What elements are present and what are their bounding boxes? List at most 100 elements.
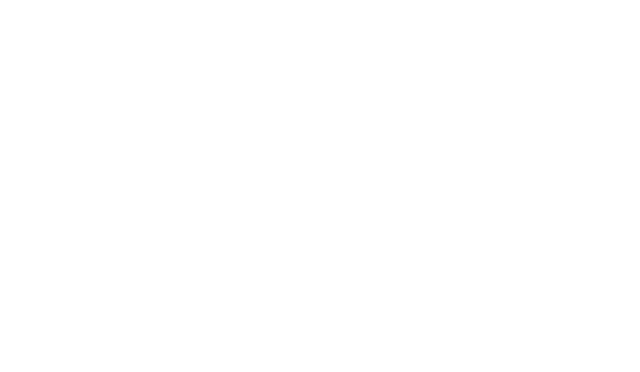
Text: 08566-6122A: 08566-6122A [175, 332, 237, 341]
Circle shape [609, 244, 616, 251]
Text: 84916F: 84916F [200, 257, 234, 266]
Circle shape [152, 303, 160, 311]
Text: 84910M: 84910M [392, 257, 428, 266]
Circle shape [435, 68, 444, 77]
Polygon shape [591, 150, 627, 238]
Polygon shape [196, 262, 278, 347]
Text: 84937: 84937 [278, 260, 307, 269]
Circle shape [594, 155, 600, 161]
Circle shape [248, 124, 257, 133]
Text: 74816F: 74816F [121, 305, 155, 314]
Polygon shape [131, 247, 218, 284]
Circle shape [618, 155, 623, 161]
Circle shape [229, 171, 236, 179]
Text: 84937: 84937 [380, 166, 408, 174]
Circle shape [575, 196, 582, 203]
Text: 84920: 84920 [599, 332, 627, 341]
Circle shape [303, 17, 312, 26]
Text: (1): (1) [557, 23, 570, 32]
Circle shape [515, 21, 524, 30]
Polygon shape [438, 17, 537, 142]
Circle shape [565, 69, 572, 76]
Circle shape [324, 31, 336, 43]
Circle shape [607, 218, 614, 225]
Polygon shape [238, 15, 322, 137]
Circle shape [163, 333, 175, 345]
Text: 84928P: 84928P [119, 257, 153, 266]
Circle shape [610, 65, 617, 73]
Text: S: S [166, 336, 171, 342]
Polygon shape [243, 178, 415, 256]
Circle shape [543, 179, 550, 186]
Circle shape [295, 48, 301, 54]
Text: 84992N: 84992N [589, 171, 624, 180]
Circle shape [250, 19, 259, 28]
Circle shape [438, 164, 445, 172]
Polygon shape [10, 11, 76, 132]
Circle shape [113, 216, 120, 223]
Circle shape [197, 264, 204, 271]
Polygon shape [113, 158, 232, 228]
Polygon shape [198, 160, 228, 175]
Circle shape [277, 132, 283, 138]
Text: 84922E: 84922E [587, 275, 621, 284]
Circle shape [139, 310, 153, 324]
Text: 84951G: 84951G [238, 170, 274, 179]
Text: 84937+A: 84937+A [515, 192, 557, 201]
Text: (1): (1) [193, 342, 205, 351]
Circle shape [197, 337, 204, 344]
Circle shape [587, 334, 601, 348]
Circle shape [515, 132, 524, 141]
Text: 84900: 84900 [166, 122, 195, 131]
Text: 84902M: 84902M [412, 233, 448, 242]
Circle shape [610, 122, 617, 129]
Circle shape [592, 227, 598, 232]
Circle shape [422, 276, 458, 312]
Circle shape [607, 314, 614, 321]
Circle shape [127, 263, 135, 271]
Polygon shape [559, 59, 619, 132]
Circle shape [524, 304, 531, 311]
Circle shape [527, 248, 534, 255]
Circle shape [236, 71, 245, 80]
Text: 84937+B: 84937+B [507, 314, 549, 324]
Text: S: S [537, 16, 541, 22]
Circle shape [262, 48, 268, 54]
Circle shape [502, 203, 512, 213]
Text: 84936: 84936 [282, 247, 311, 256]
Circle shape [267, 264, 274, 271]
Text: (1): (1) [531, 213, 544, 222]
Circle shape [618, 229, 623, 235]
Text: (2): (2) [342, 41, 355, 49]
Circle shape [241, 77, 253, 89]
Circle shape [613, 105, 620, 112]
Polygon shape [159, 158, 200, 176]
Text: 90940N: 90940N [340, 62, 375, 71]
Circle shape [316, 66, 324, 76]
Circle shape [214, 257, 223, 265]
Text: 84935N: 84935N [238, 215, 274, 224]
Text: 08543-61642: 08543-61642 [514, 203, 575, 212]
Text: 84916F: 84916F [554, 35, 588, 44]
Polygon shape [121, 162, 159, 180]
Circle shape [225, 221, 232, 228]
Circle shape [563, 325, 571, 333]
Polygon shape [524, 238, 621, 324]
Polygon shape [388, 251, 489, 335]
Circle shape [445, 27, 454, 36]
Text: 84950: 84950 [415, 54, 444, 64]
Circle shape [533, 13, 545, 25]
Text: 08146-6162G: 08146-6162G [338, 31, 399, 40]
Circle shape [568, 122, 574, 129]
Text: 08566-6122A: 08566-6122A [547, 13, 608, 22]
Text: J8/9000: J8/9000 [584, 354, 616, 363]
Text: 74816F: 74816F [584, 76, 618, 85]
Text: 84900B: 84900B [348, 19, 383, 28]
Circle shape [532, 68, 541, 77]
Text: B: B [328, 34, 332, 40]
Text: 84951: 84951 [121, 245, 150, 254]
Text: 84928P: 84928P [589, 94, 623, 103]
Circle shape [267, 337, 274, 344]
Circle shape [305, 124, 314, 133]
Polygon shape [113, 132, 223, 154]
